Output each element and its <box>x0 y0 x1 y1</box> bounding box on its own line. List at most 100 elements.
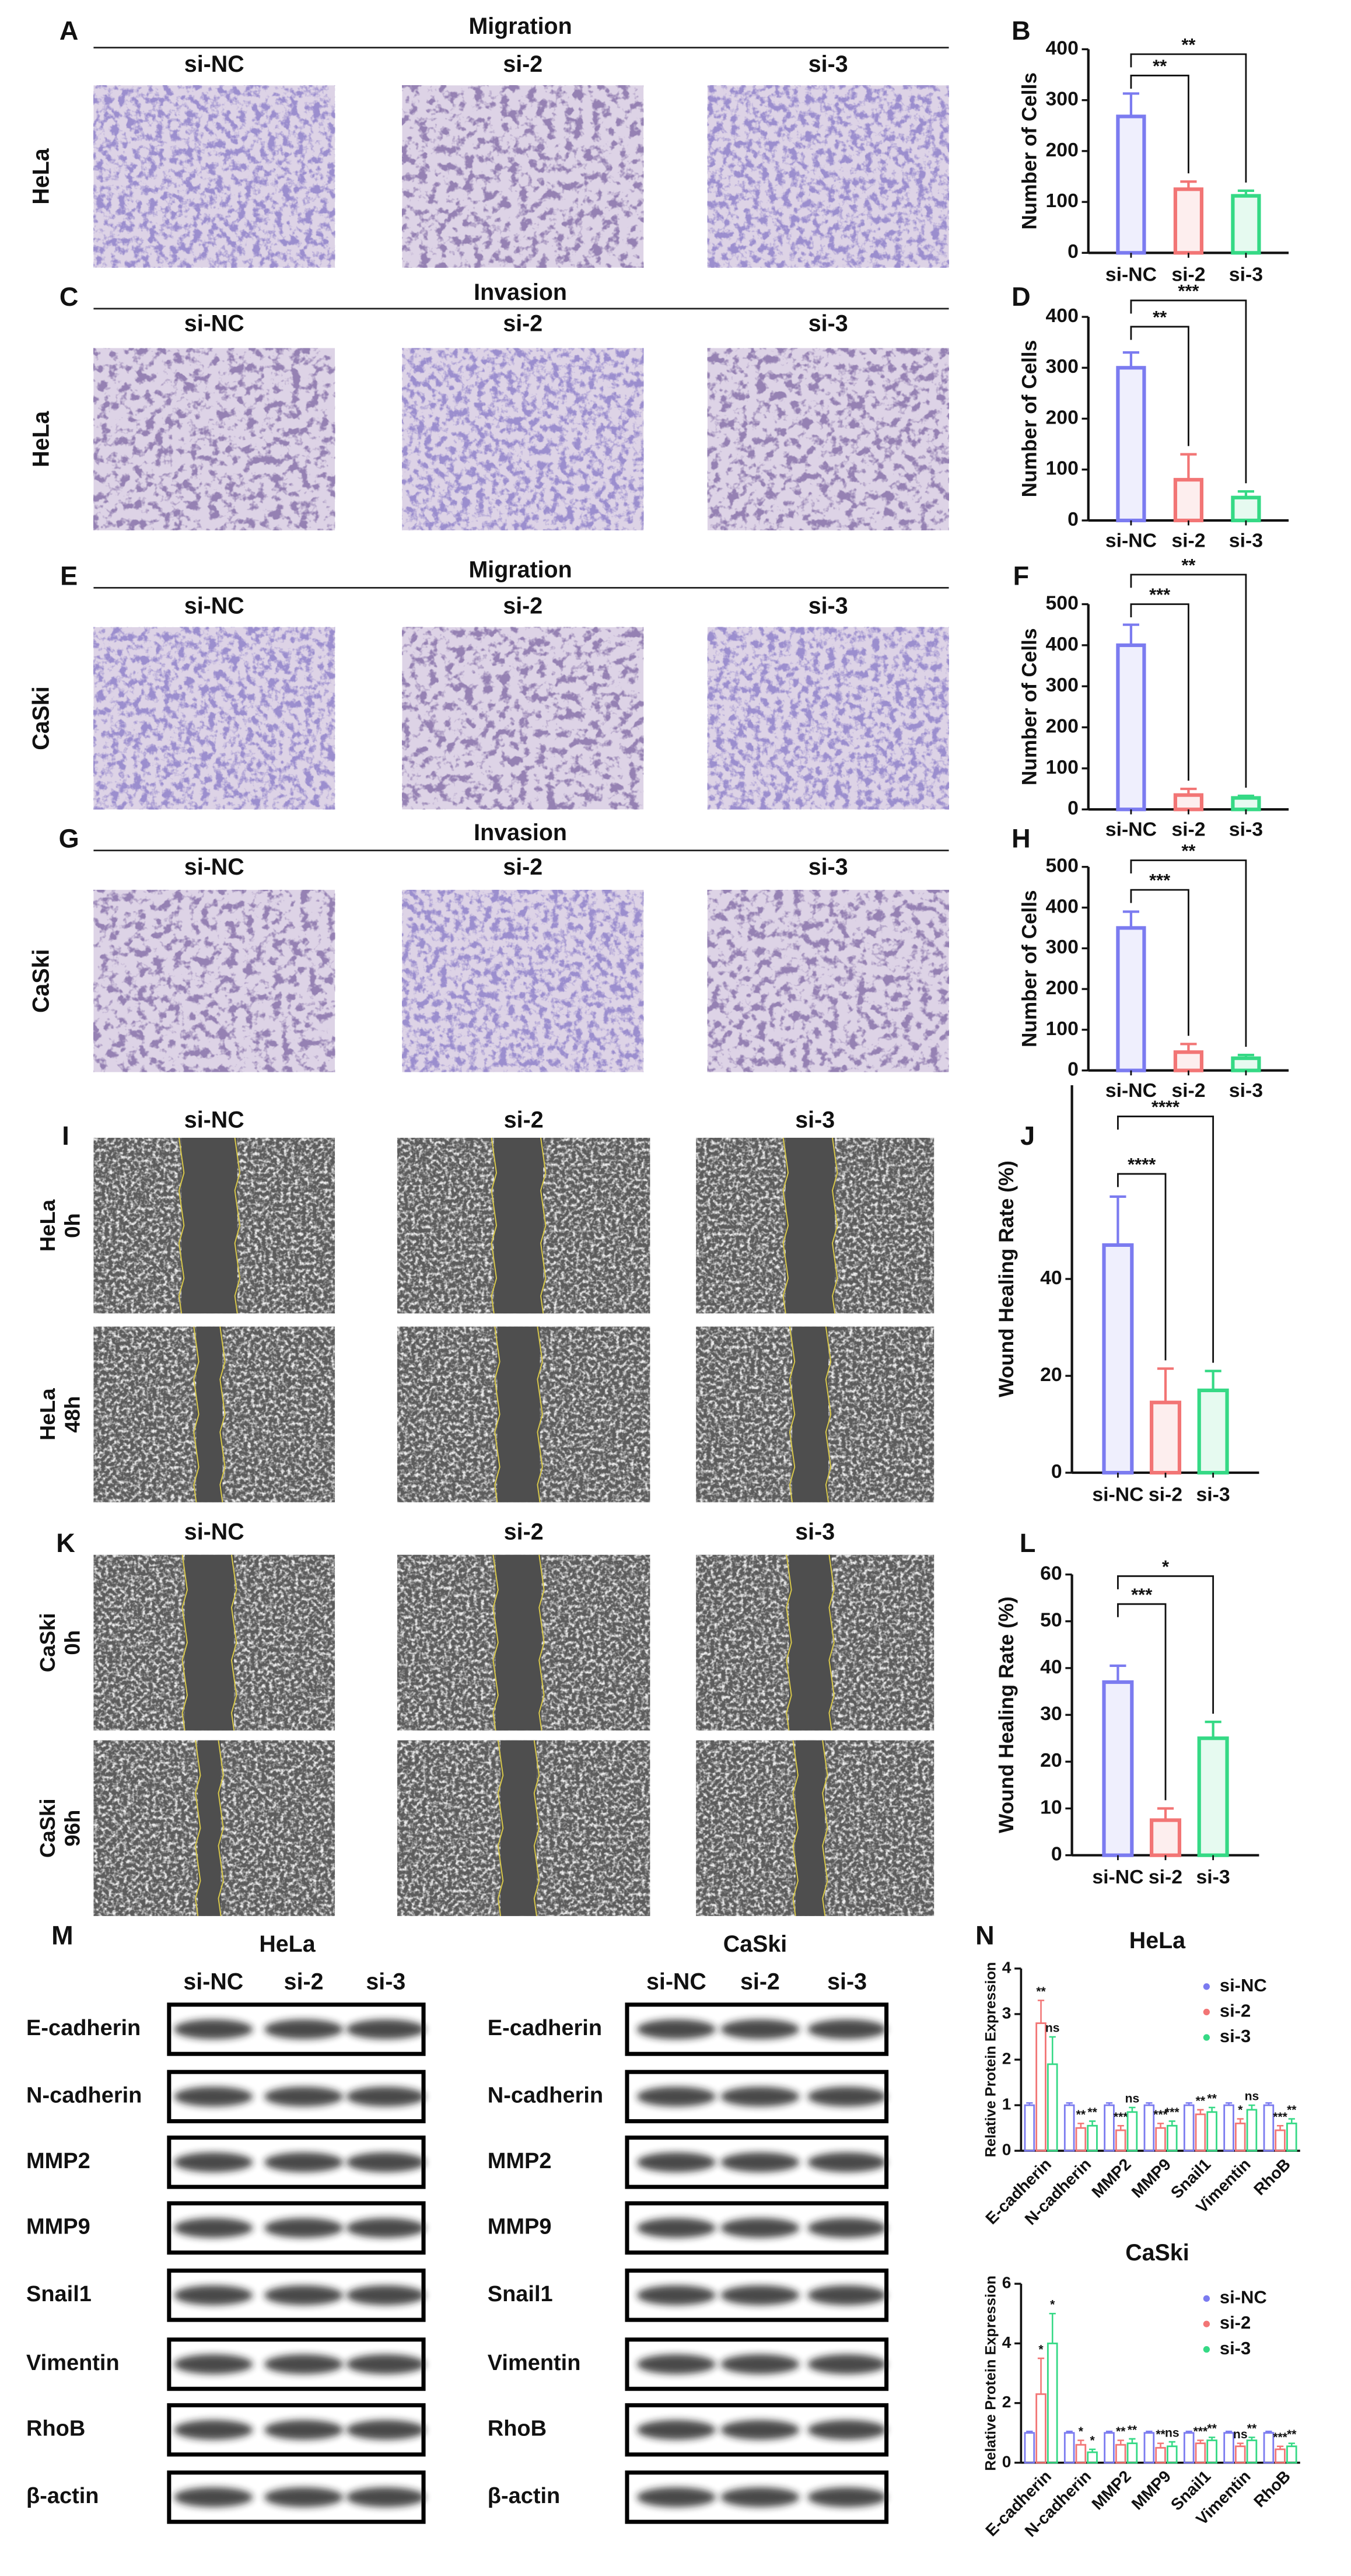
y-tick-label: 500 <box>1046 855 1079 877</box>
micrograph-cells <box>93 890 335 1072</box>
y-axis-label: Number of Cells <box>1019 628 1041 786</box>
wound-edge <box>494 1326 501 1502</box>
blot-band <box>720 2019 800 2039</box>
y-tick-label: 10 <box>1040 1796 1062 1818</box>
x-tick-label: si-3 <box>1196 1866 1230 1888</box>
legend-marker <box>1203 1983 1210 1990</box>
error-bar <box>1205 1369 1222 1390</box>
row-label: HeLa <box>36 1388 60 1441</box>
x-tick-label: si-NC <box>1105 530 1157 552</box>
y-tick-label: 50 <box>1040 1609 1062 1631</box>
wound-edge <box>219 1326 226 1502</box>
blot-band <box>346 2487 425 2507</box>
x-tick-label: MMP2 <box>1088 2155 1134 2201</box>
blot-band <box>174 2218 253 2238</box>
error-bar <box>1208 2106 1216 2112</box>
bar <box>1155 2446 1166 2464</box>
panel-title: Invasion <box>474 279 567 305</box>
bar <box>1046 2342 1058 2464</box>
significance-label: **** <box>1128 1154 1156 1175</box>
significance-label: ** <box>1181 555 1196 575</box>
wound-edge <box>491 1137 498 1314</box>
bar <box>1231 194 1261 255</box>
bar <box>1155 2127 1166 2152</box>
y-tick-label: 0 <box>1002 2141 1012 2159</box>
significance-label: ** <box>1087 2106 1097 2119</box>
y-axis-label: Number of Cells <box>1019 340 1041 498</box>
row-label: HeLa <box>29 148 54 204</box>
bar <box>1206 2439 1217 2464</box>
protein-label: RhoB <box>26 2417 85 2441</box>
bar <box>1286 2122 1297 2152</box>
wound-edge <box>195 1740 201 1916</box>
y-tick-label: 0 <box>1068 508 1079 530</box>
error-bar <box>1110 1195 1126 1245</box>
blot-band <box>174 2354 253 2374</box>
significance-bracket <box>1130 326 1189 446</box>
wound-gap <box>785 1138 835 1314</box>
wound-edge <box>492 1554 499 1731</box>
error-bar <box>1110 1664 1126 1682</box>
bar <box>1234 2122 1246 2152</box>
significance-label: ** <box>1153 56 1167 76</box>
panel-letter: B <box>1012 16 1031 46</box>
wound-gap <box>198 1740 221 1916</box>
significance-bracket <box>1116 1603 1167 1801</box>
bar <box>1143 2104 1155 2152</box>
significance-bracket <box>1130 889 1189 1036</box>
error-bar <box>1077 2123 1084 2128</box>
blot-band <box>636 2019 716 2039</box>
bar <box>1024 2104 1035 2152</box>
blot-band <box>174 2086 253 2107</box>
error-bar <box>1248 2104 1255 2110</box>
protein-label: RhoB <box>488 2417 547 2441</box>
significance-label: * <box>1090 2434 1095 2447</box>
column-label: si-2 <box>503 51 542 77</box>
error-bar <box>1157 1367 1174 1403</box>
panel-letter: G <box>59 824 79 854</box>
wound-edge <box>234 1137 241 1314</box>
y-tick-label: 200 <box>1046 139 1079 161</box>
blot-band <box>346 2086 425 2107</box>
chart-title: HeLa <box>1129 1928 1186 1953</box>
micrograph-cells <box>402 627 644 810</box>
error-bar <box>1037 2000 1045 2023</box>
significance-label: *** <box>1114 2110 1128 2124</box>
blot-band <box>346 2152 425 2172</box>
bar <box>1149 1400 1182 1475</box>
significance-label: ** <box>1076 2108 1086 2121</box>
legend-label: si-NC <box>1220 2287 1267 2308</box>
column-label: si-3 <box>808 311 848 337</box>
protein-label: N-cadherin <box>26 2083 142 2107</box>
y-axis-label: Relative Protein Expression <box>982 1962 999 2158</box>
protein-label: MMP9 <box>488 2214 552 2239</box>
significance-bracket <box>1116 1116 1214 1363</box>
blot-band <box>720 2487 800 2507</box>
significance-label: ns <box>1125 2092 1140 2106</box>
significance-label: *** <box>1273 2431 1287 2444</box>
significance-label: ** <box>1287 2428 1297 2441</box>
significance-label: ** <box>1156 2428 1166 2441</box>
significance-label: ** <box>1196 2094 1206 2107</box>
panel-letter: I <box>62 1121 69 1151</box>
protein-label: E-cadherin <box>26 2016 141 2040</box>
x-tick-label: si-3 <box>1229 819 1263 841</box>
column-label: si-2 <box>503 854 542 880</box>
blot-band <box>264 2086 344 2107</box>
bar <box>1115 2129 1126 2152</box>
error-bar <box>1146 2102 1153 2106</box>
y-tick-label: 400 <box>1046 895 1079 917</box>
error-bar <box>1180 180 1197 190</box>
y-axis-label: Number of Cells <box>1019 890 1041 1047</box>
wound-gap <box>497 1326 540 1502</box>
error-bar <box>1066 2102 1073 2106</box>
blot-band <box>174 2487 253 2507</box>
wound-edge <box>828 1554 835 1731</box>
panel-letter: E <box>60 561 78 590</box>
micrograph-cells <box>402 890 644 1072</box>
significance-label: ** <box>1181 34 1196 55</box>
y-tick-label: 0 <box>1051 1843 1062 1865</box>
blot-band <box>807 2152 887 2172</box>
significance-bracket <box>1130 574 1247 788</box>
